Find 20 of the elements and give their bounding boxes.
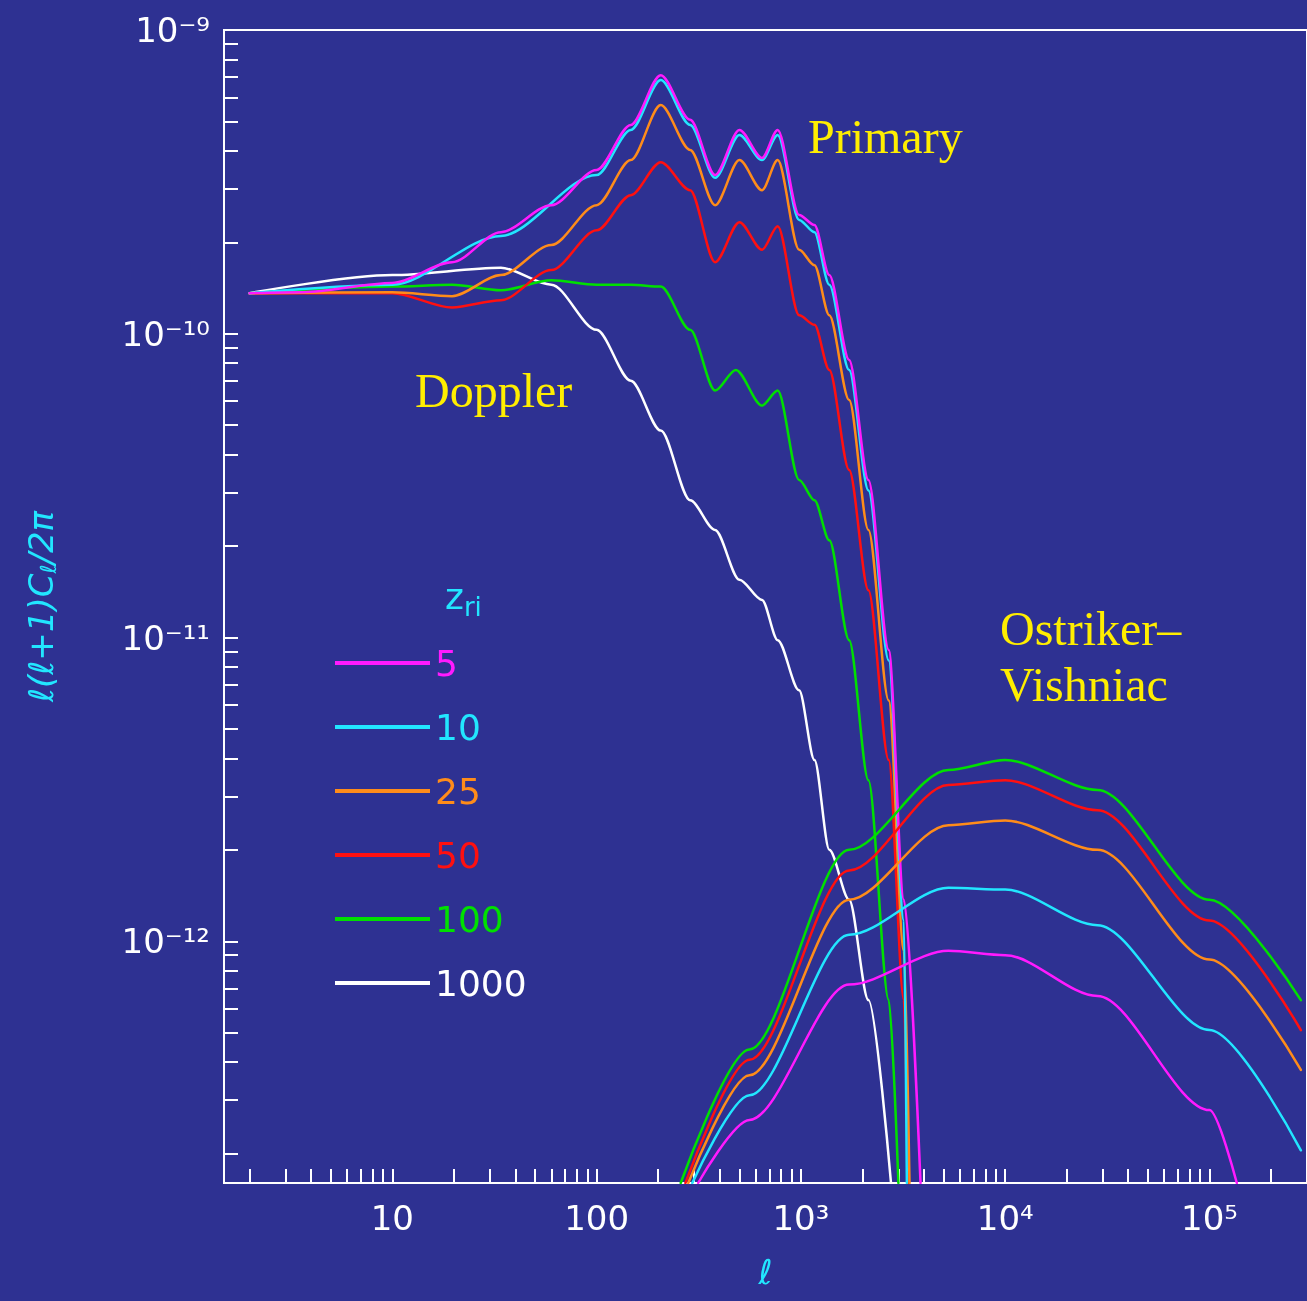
legend-label: 100 — [435, 898, 504, 940]
y-tick-label: 10⁻⁹ — [135, 10, 210, 50]
legend-label: 50 — [435, 834, 481, 876]
y-tick-label: 10⁻¹¹ — [121, 617, 210, 658]
legend-label: 10 — [435, 706, 481, 748]
annotation: Primary — [808, 109, 963, 163]
y-tick-label: 10⁻¹² — [121, 921, 210, 962]
y-axis-title: ℓ(ℓ+1)Cℓ/2π — [21, 510, 61, 704]
x-tick-label: 100 — [564, 1198, 630, 1238]
x-tick-label: 10⁴ — [976, 1198, 1034, 1238]
x-tick-label: 10³ — [772, 1198, 830, 1238]
x-tick-label: 10 — [370, 1198, 414, 1238]
x-tick-label: 10⁵ — [1181, 1198, 1238, 1238]
annotation: Ostriker– Vishniac — [1000, 601, 1194, 711]
legend-label: 5 — [435, 642, 458, 684]
legend-label: 25 — [435, 770, 481, 812]
annotation: Doppler — [415, 363, 573, 417]
x-axis-title: ℓ — [757, 1252, 773, 1292]
legend-label: 1000 — [435, 962, 527, 1004]
y-tick-label: 10⁻¹⁰ — [121, 313, 210, 354]
